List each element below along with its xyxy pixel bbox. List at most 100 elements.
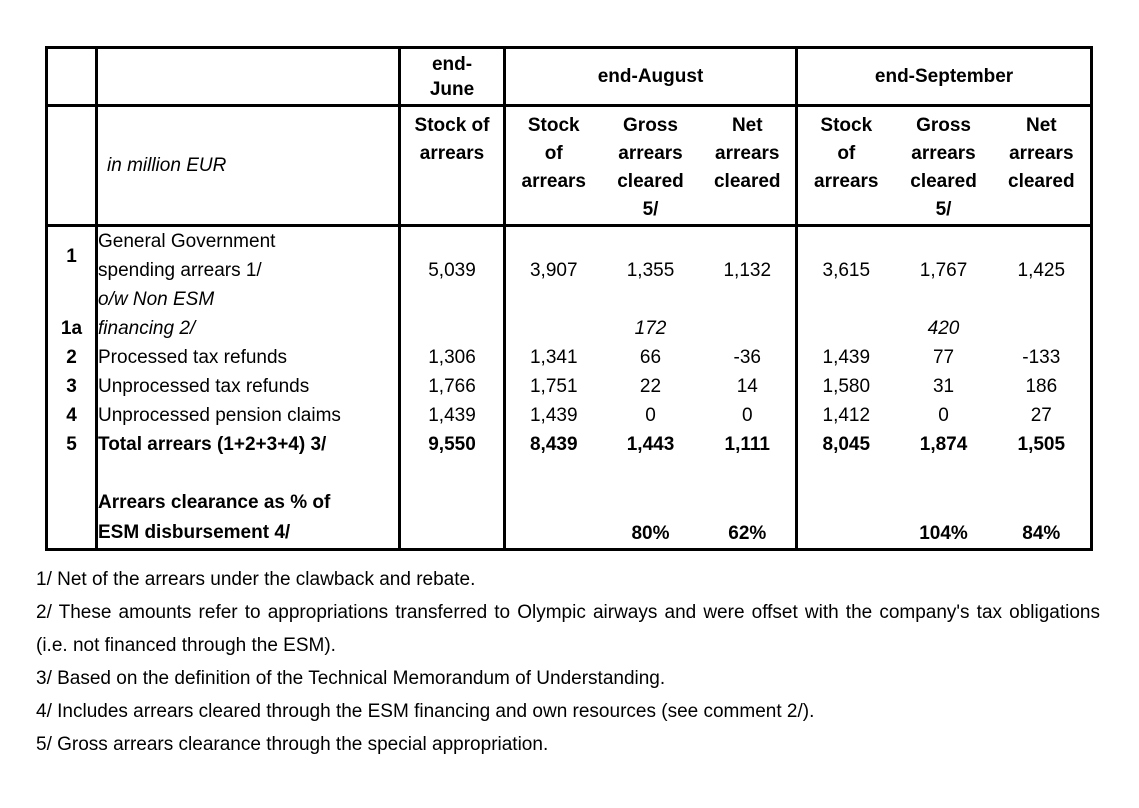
table-row: o/w Non ESM xyxy=(46,285,1092,314)
value-cell: 27 xyxy=(1030,405,1052,426)
value-cell: 9,550 xyxy=(399,430,506,459)
value-cell xyxy=(505,285,602,314)
value-cell xyxy=(895,459,993,488)
row-number-header xyxy=(46,105,98,227)
table-row-percentage: ESM disbursement 4/ xyxy=(47,517,1092,549)
value-cell: 62% xyxy=(699,488,799,549)
unit-label: in million EUR xyxy=(96,105,401,227)
footnote-3: 3/ Based on the definition of the Techni… xyxy=(36,668,666,689)
value-cell: 3,907 xyxy=(529,260,578,281)
footnote-4: 4/ Includes arrears cleared through the … xyxy=(36,701,815,722)
value-cell xyxy=(797,314,895,343)
value-cell: 31 xyxy=(932,376,955,397)
value-cell: 1,412 xyxy=(822,405,871,426)
row-label-cell: General Government xyxy=(96,225,401,256)
value-cell: 172 xyxy=(634,318,667,339)
value-cell: 1,767 xyxy=(919,260,968,281)
value-cell xyxy=(505,459,602,488)
corner-cell xyxy=(96,47,401,107)
value-cell: 1,439 xyxy=(822,347,871,368)
value-cell xyxy=(993,314,1092,343)
value-cell: 1,425 xyxy=(1017,260,1066,281)
footnotes-block: 1/ Net of the arrears under the clawback… xyxy=(36,563,1100,761)
value-cell: 1,580 xyxy=(822,376,871,397)
value-cell: 80% xyxy=(631,522,670,544)
value-cell: 0 xyxy=(938,405,949,426)
value-cell xyxy=(797,459,895,488)
value-cell: 1,132 xyxy=(699,225,799,285)
row-number-cell: 4 xyxy=(46,401,98,430)
value-cell: 84% xyxy=(1022,522,1061,544)
value-cell xyxy=(699,459,799,488)
value-cell: 5,039 xyxy=(399,225,506,285)
sep-gross-header: Gross arrears cleared 5/ xyxy=(894,105,993,227)
value-cell: 1,443 xyxy=(626,434,675,455)
value-cell xyxy=(399,488,506,549)
value-cell: 1,306 xyxy=(399,343,506,372)
value-cell: 1,505 xyxy=(1017,434,1066,455)
value-cell: -36 xyxy=(699,343,799,372)
row-label-cell: financing 2/ xyxy=(96,314,401,343)
sep-net-header: Net arrears cleared xyxy=(992,105,1092,227)
period-end-june: end- June xyxy=(399,47,506,107)
row-number-cell xyxy=(46,488,98,549)
value-cell xyxy=(699,285,799,314)
value-cell: 1,874 xyxy=(919,434,968,455)
aug-net-header: Net arrears cleared xyxy=(699,105,799,227)
measure-header-row: in million EUR Stock of arrears Stock of… xyxy=(46,105,1092,227)
footnote-1: 1/ Net of the arrears under the clawback… xyxy=(36,569,476,590)
table-row-percentage: Arrears clearance as % of 80% 62% 104% 8… xyxy=(46,488,1092,549)
period-header-row: end- June end-August end-September xyxy=(46,47,1092,107)
period-end-september: end-September xyxy=(796,47,1092,107)
value-cell: 1,111 xyxy=(699,430,799,459)
row-label-cell: o/w Non ESM xyxy=(96,285,401,314)
row-number-cell: 2 xyxy=(46,343,98,372)
row-label-cell: ESM disbursement 4/ xyxy=(96,517,401,549)
value-cell xyxy=(602,459,700,488)
footnote-5: 5/ Gross arrears clearance through the s… xyxy=(36,734,549,755)
footnote-2: 2/ These amounts refer to appropriations… xyxy=(36,602,1100,656)
june-stock-header: Stock of arrears xyxy=(399,105,506,227)
value-cell: 1,751 xyxy=(529,376,578,397)
value-cell xyxy=(993,459,1092,488)
value-cell xyxy=(505,488,602,549)
value-cell xyxy=(602,285,700,314)
value-cell: 1,341 xyxy=(529,347,578,368)
spacer-row xyxy=(46,459,1092,488)
value-cell: 77 xyxy=(932,347,955,368)
value-cell: 1,766 xyxy=(399,372,506,401)
value-cell: 14 xyxy=(699,372,799,401)
row-label-cell: spending arrears 1/ xyxy=(96,256,401,285)
sep-stock-header: Stock of arrears xyxy=(796,105,895,227)
value-cell: 8,045 xyxy=(822,434,871,455)
row-number-cell xyxy=(46,459,98,488)
value-cell xyxy=(797,285,895,314)
value-cell: 3,615 xyxy=(822,260,871,281)
value-cell xyxy=(399,285,506,314)
value-cell: 8,439 xyxy=(529,434,578,455)
value-cell: 0 xyxy=(699,401,799,430)
row-label-cell: Unprocessed pension claims xyxy=(96,401,401,430)
table-row: spending arrears 1/ xyxy=(47,256,1092,285)
aug-gross-header: Gross arrears cleared 5/ xyxy=(601,105,700,227)
value-cell: -133 xyxy=(1022,347,1061,368)
row-label-cell: Arrears clearance as % of xyxy=(96,488,401,517)
table-row: 4 Unprocessed pension claims 1,439 1,439… xyxy=(46,401,1092,430)
value-cell xyxy=(993,285,1092,314)
value-cell: 104% xyxy=(919,522,968,544)
row-number-cell: 1a xyxy=(46,314,98,343)
value-cell: 1,439 xyxy=(399,401,506,430)
corner-cell xyxy=(46,47,98,107)
period-end-august: end-August xyxy=(504,47,799,107)
value-cell xyxy=(399,459,506,488)
value-cell xyxy=(399,314,506,343)
table-row: 3 Unprocessed tax refunds 1,766 1,751 22… xyxy=(46,372,1092,401)
value-cell: 1,355 xyxy=(626,260,675,281)
row-label-cell xyxy=(96,459,401,488)
value-cell xyxy=(895,285,993,314)
value-cell: 1,439 xyxy=(529,405,578,426)
table-row: 1 General Government 5,039 3,907 1,355 1… xyxy=(46,225,1092,285)
aug-stock-header: Stock of arrears xyxy=(504,105,602,227)
arrears-table: end- June end-August end-September in mi… xyxy=(45,46,1094,551)
